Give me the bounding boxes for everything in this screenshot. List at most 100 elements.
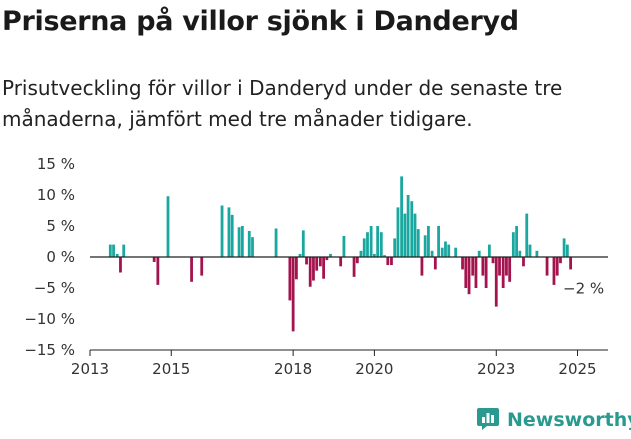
bar bbox=[545, 257, 549, 276]
bar bbox=[552, 257, 556, 285]
bar bbox=[410, 201, 414, 257]
bar bbox=[325, 257, 329, 261]
y-axis-ticks: 15 % 10 % 5 % 0 % −5 % −10 % −15 % bbox=[24, 155, 75, 359]
brand-name: Newsworthy bbox=[507, 409, 631, 431]
bar bbox=[247, 230, 251, 257]
bar bbox=[494, 257, 498, 307]
bar bbox=[433, 257, 437, 270]
bar bbox=[359, 250, 363, 257]
bar bbox=[122, 244, 126, 257]
bar bbox=[386, 257, 390, 266]
bar bbox=[329, 253, 332, 257]
bar bbox=[498, 257, 501, 276]
bar bbox=[565, 244, 569, 257]
bar bbox=[119, 257, 122, 273]
bar bbox=[559, 257, 562, 264]
x-tick-label: 2015 bbox=[152, 360, 190, 378]
bar bbox=[166, 196, 170, 257]
bar bbox=[444, 241, 447, 257]
bar bbox=[487, 244, 491, 257]
bar bbox=[240, 226, 244, 257]
bar bbox=[298, 253, 302, 257]
bar bbox=[454, 247, 458, 257]
bar bbox=[237, 227, 241, 257]
y-tick-label: 15 % bbox=[37, 155, 75, 173]
bar bbox=[400, 176, 404, 257]
bar bbox=[274, 228, 278, 257]
bar bbox=[288, 257, 292, 301]
bar bbox=[372, 253, 376, 257]
bar bbox=[379, 232, 383, 257]
bar bbox=[477, 250, 481, 257]
bar bbox=[501, 257, 505, 288]
bar bbox=[511, 232, 515, 257]
bar-chart: 15 %10 %5 %0 %−5 %−10 %−15 % 2013 2015 201… bbox=[24, 155, 608, 378]
x-tick-label: 2025 bbox=[558, 360, 596, 378]
bar bbox=[294, 257, 298, 280]
bar bbox=[115, 253, 119, 257]
bar bbox=[505, 257, 508, 276]
bar bbox=[156, 257, 160, 285]
y-tick-label: 5 % bbox=[46, 217, 75, 235]
bar bbox=[474, 257, 478, 288]
bar bbox=[508, 257, 512, 282]
bar bbox=[362, 238, 366, 257]
bar bbox=[420, 257, 424, 276]
bar bbox=[481, 257, 485, 276]
x-tick-label: 2013 bbox=[71, 360, 109, 378]
bar bbox=[383, 255, 386, 257]
bar bbox=[447, 244, 451, 257]
bar bbox=[555, 257, 559, 276]
bar bbox=[393, 238, 397, 257]
bar bbox=[152, 257, 156, 262]
bar bbox=[440, 247, 444, 257]
bar bbox=[200, 257, 204, 276]
bar bbox=[342, 235, 346, 257]
bar bbox=[339, 257, 343, 267]
x-tick-label: 2023 bbox=[477, 360, 515, 378]
bar bbox=[390, 257, 393, 266]
bar bbox=[528, 244, 532, 257]
bar bbox=[515, 226, 518, 257]
brand-logo: Newsworthy bbox=[475, 406, 631, 434]
bar bbox=[416, 229, 420, 257]
bar bbox=[190, 257, 193, 282]
bar bbox=[430, 250, 434, 257]
bar bbox=[491, 257, 495, 264]
y-tick-label: −10 % bbox=[24, 310, 75, 328]
bar bbox=[369, 226, 373, 257]
bar bbox=[467, 257, 471, 295]
y-tick-label: 10 % bbox=[37, 186, 75, 204]
y-tick-label: −5 % bbox=[34, 279, 75, 297]
bar bbox=[230, 214, 234, 257]
bar bbox=[366, 232, 369, 257]
bar bbox=[108, 244, 112, 257]
bar bbox=[305, 257, 308, 265]
bar bbox=[251, 237, 254, 257]
bar bbox=[308, 257, 312, 287]
chart-subtitle: Prisutveckling för villor i Danderyd und… bbox=[2, 76, 563, 131]
bar bbox=[352, 257, 356, 277]
x-axis-ticks: 2013 2015 2018 2020 2023 2025 bbox=[71, 350, 597, 378]
chart-bars bbox=[108, 176, 573, 332]
y-tick-label: 0 % bbox=[46, 248, 75, 266]
bar bbox=[522, 257, 525, 267]
bar bbox=[535, 250, 539, 257]
chart-title: Priserna på villor sjönk i Danderyd bbox=[2, 6, 519, 37]
bar bbox=[220, 205, 224, 257]
bar bbox=[403, 213, 407, 257]
bar bbox=[423, 235, 427, 257]
bar bbox=[322, 257, 326, 279]
bar bbox=[301, 230, 305, 257]
bar bbox=[312, 257, 315, 281]
bar bbox=[355, 257, 359, 264]
bar bbox=[484, 257, 488, 288]
bar bbox=[471, 257, 475, 276]
x-tick-label: 2020 bbox=[355, 360, 393, 378]
bar bbox=[315, 257, 319, 271]
y-tick-label: −15 % bbox=[24, 341, 75, 359]
x-tick-label: 2018 bbox=[274, 360, 312, 378]
bar bbox=[112, 244, 115, 257]
bar bbox=[518, 250, 522, 257]
bar bbox=[413, 213, 417, 257]
